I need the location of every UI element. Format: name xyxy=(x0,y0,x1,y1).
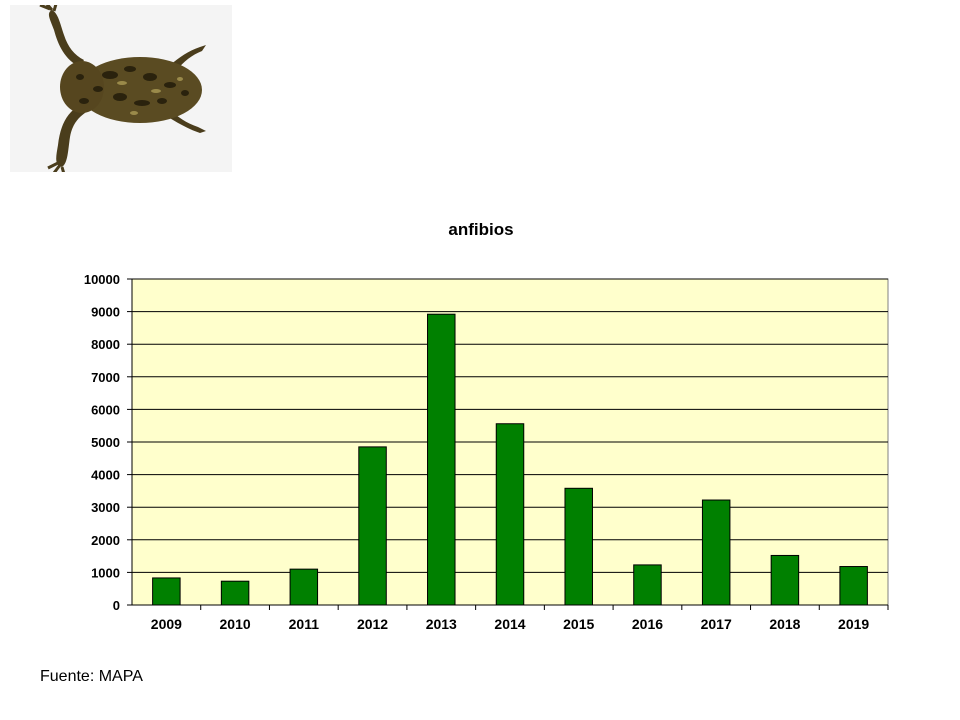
x-tick-label: 2018 xyxy=(769,616,800,632)
y-tick-label: 7000 xyxy=(91,370,120,385)
bar-2014 xyxy=(495,423,525,606)
bar-2009 xyxy=(152,577,181,606)
bar-2017 xyxy=(701,499,731,606)
x-tick-labels: 2009 2010 2011 2012 2013 2014 2015 2016 2017 2018… xyxy=(151,605,889,632)
y-tick-label: 5000 xyxy=(91,435,120,450)
x-tick-label: 2009 xyxy=(151,616,182,632)
x-tick-label: 2015 xyxy=(563,616,594,632)
y-tick-label: 3000 xyxy=(91,500,120,515)
y-tick-label: 8000 xyxy=(91,337,120,352)
y-tick-labels: 0 1000 2000 3000 4000 5000 6000 7000 8000 9000 100… xyxy=(84,272,120,613)
bar-2019 xyxy=(839,566,868,606)
bar-2015 xyxy=(564,487,593,606)
bar-2010 xyxy=(220,580,250,606)
x-tick-label: 2019 xyxy=(838,616,869,632)
chart-title: anfibios xyxy=(448,220,513,239)
x-tick-label: 2014 xyxy=(494,616,525,632)
frog-photo xyxy=(10,5,232,172)
source-note: Fuente: MAPA xyxy=(40,668,143,685)
y-tick-label: 9000 xyxy=(91,305,120,320)
x-tick-label: 2011 xyxy=(289,616,320,632)
y-tick-label: 2000 xyxy=(91,533,120,548)
bar-2011 xyxy=(289,568,319,606)
bar-2016 xyxy=(633,564,662,606)
y-tick-label: 0 xyxy=(113,598,120,613)
bar-2013 xyxy=(427,313,456,606)
y-tick-label: 1000 xyxy=(91,565,120,580)
y-tick-label: 10000 xyxy=(84,272,120,287)
y-tick-label: 4000 xyxy=(91,468,120,483)
x-tick-label: 2017 xyxy=(701,616,732,632)
x-tick-label: 2016 xyxy=(632,616,663,632)
frog-icon xyxy=(39,5,206,172)
x-tick-label: 2012 xyxy=(357,616,388,632)
bar-2012 xyxy=(358,446,387,606)
x-tick-label: 2013 xyxy=(426,616,457,632)
x-tick-label: 2010 xyxy=(220,616,251,632)
y-tick-label: 6000 xyxy=(91,402,120,417)
bars xyxy=(152,313,868,606)
bar-2018 xyxy=(770,554,800,606)
